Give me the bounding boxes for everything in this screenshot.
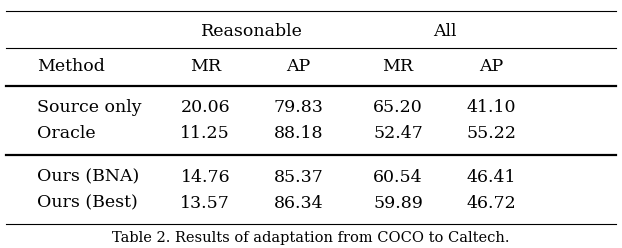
Text: 14.76: 14.76 (180, 169, 230, 186)
Text: 11.25: 11.25 (180, 125, 230, 142)
Text: 46.72: 46.72 (466, 195, 516, 212)
Text: 20.06: 20.06 (180, 99, 230, 116)
Text: 52.47: 52.47 (373, 125, 423, 142)
Text: 41.10: 41.10 (466, 99, 516, 116)
Text: 59.89: 59.89 (373, 195, 423, 212)
Text: Reasonable: Reasonable (201, 23, 303, 39)
Text: Table 2. Results of adaptation from COCO to Caltech.: Table 2. Results of adaptation from COCO… (112, 231, 510, 245)
Text: AP: AP (480, 59, 503, 75)
Text: 88.18: 88.18 (274, 125, 323, 142)
Text: AP: AP (287, 59, 310, 75)
Text: 46.41: 46.41 (466, 169, 516, 186)
Text: 79.83: 79.83 (274, 99, 323, 116)
Text: 65.20: 65.20 (373, 99, 423, 116)
Text: Method: Method (37, 59, 105, 75)
Text: 13.57: 13.57 (180, 195, 230, 212)
Text: 86.34: 86.34 (274, 195, 323, 212)
Text: 60.54: 60.54 (373, 169, 423, 186)
Text: Source only: Source only (37, 99, 142, 116)
Text: Ours (BNA): Ours (BNA) (37, 169, 139, 186)
Text: MR: MR (190, 59, 221, 75)
Text: MR: MR (383, 59, 414, 75)
Text: All: All (433, 23, 457, 39)
Text: 55.22: 55.22 (466, 125, 516, 142)
Text: Ours (Best): Ours (Best) (37, 195, 138, 212)
Text: Oracle: Oracle (37, 125, 96, 142)
Text: 85.37: 85.37 (274, 169, 323, 186)
